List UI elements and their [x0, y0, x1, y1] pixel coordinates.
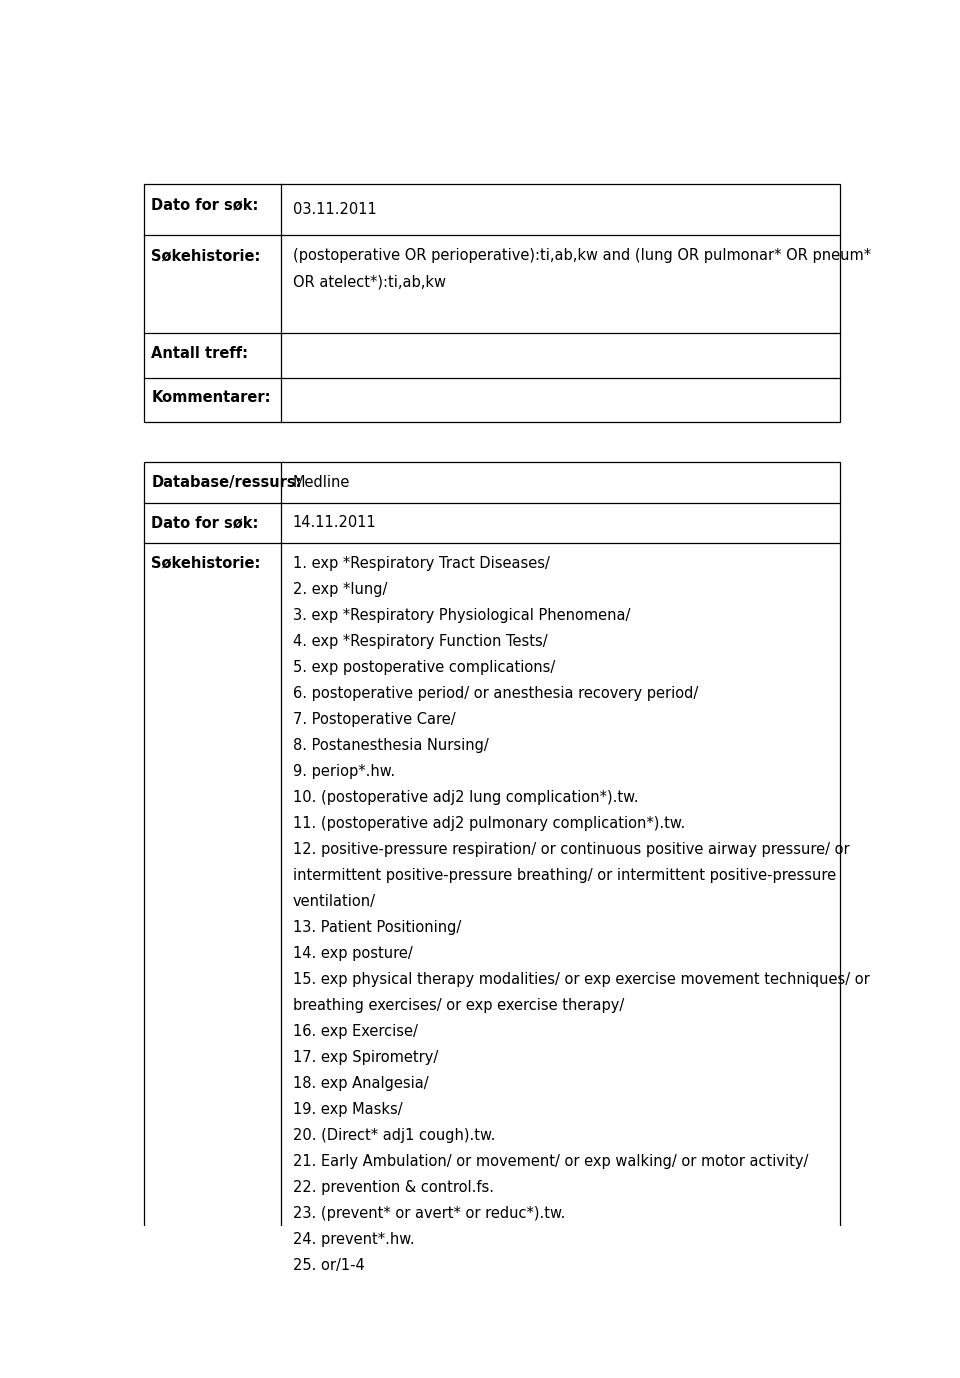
Text: 3. exp *Respiratory Physiological Phenomena/: 3. exp *Respiratory Physiological Phenom… — [293, 608, 630, 623]
Text: 9. periop*.hw.: 9. periop*.hw. — [293, 763, 395, 779]
Text: 21. Early Ambulation/ or movement/ or exp walking/ or motor activity/: 21. Early Ambulation/ or movement/ or ex… — [293, 1153, 808, 1169]
Text: 24. prevent*.hw.: 24. prevent*.hw. — [293, 1232, 414, 1247]
Text: 22. prevention & control.fs.: 22. prevention & control.fs. — [293, 1180, 493, 1195]
Text: 4. exp *Respiratory Function Tests/: 4. exp *Respiratory Function Tests/ — [293, 634, 547, 649]
Text: OR atelect*):ti,ab,kw: OR atelect*):ti,ab,kw — [293, 274, 445, 289]
Text: Database/ressurs:: Database/ressurs: — [152, 475, 301, 491]
Text: 25. or/1-4: 25. or/1-4 — [293, 1258, 365, 1273]
Text: 5. exp postoperative complications/: 5. exp postoperative complications/ — [293, 660, 555, 675]
Text: 2. exp *lung/: 2. exp *lung/ — [293, 582, 387, 597]
Text: 8. Postanesthesia Nursing/: 8. Postanesthesia Nursing/ — [293, 737, 489, 752]
Text: 14.11.2011: 14.11.2011 — [293, 515, 376, 531]
Text: 03.11.2011: 03.11.2011 — [293, 203, 376, 218]
Text: Dato for søk:: Dato for søk: — [152, 197, 258, 212]
Text: Søkehistorie:: Søkehistorie: — [152, 248, 260, 263]
Text: 14. exp posture/: 14. exp posture/ — [293, 945, 413, 960]
Text: Medline: Medline — [293, 475, 350, 491]
Text: Søkehistorie:: Søkehistorie: — [152, 555, 260, 570]
Text: intermittent positive-pressure breathing/ or intermittent positive-pressure: intermittent positive-pressure breathing… — [293, 868, 836, 883]
Bar — [144, 463, 840, 1297]
Text: breathing exercises/ or exp exercise therapy/: breathing exercises/ or exp exercise the… — [293, 998, 624, 1013]
Text: 18. exp Analgesia/: 18. exp Analgesia/ — [293, 1076, 428, 1091]
Text: 16. exp Exercise/: 16. exp Exercise/ — [293, 1024, 418, 1039]
Text: Kommentarer:: Kommentarer: — [152, 390, 271, 405]
Text: 10. (postoperative adj2 lung complication*).tw.: 10. (postoperative adj2 lung complicatio… — [293, 790, 638, 805]
Bar — [144, 185, 840, 422]
Text: 15. exp physical therapy modalities/ or exp exercise movement techniques/ or: 15. exp physical therapy modalities/ or … — [293, 971, 870, 987]
Text: 11. (postoperative adj2 pulmonary complication*).tw.: 11. (postoperative adj2 pulmonary compli… — [293, 816, 684, 831]
Text: 13. Patient Positioning/: 13. Patient Positioning/ — [293, 919, 461, 934]
Text: 19. exp Masks/: 19. exp Masks/ — [293, 1102, 402, 1116]
Text: Antall treff:: Antall treff: — [152, 346, 249, 361]
Text: 6. postoperative period/ or anesthesia recovery period/: 6. postoperative period/ or anesthesia r… — [293, 686, 698, 701]
Text: 1. exp *Respiratory Tract Diseases/: 1. exp *Respiratory Tract Diseases/ — [293, 555, 549, 570]
Text: ventilation/: ventilation/ — [293, 894, 375, 908]
Text: (postoperative OR perioperative):ti,ab,kw and (lung OR pulmonar* OR pneum*: (postoperative OR perioperative):ti,ab,k… — [293, 248, 871, 263]
Text: Dato for søk:: Dato for søk: — [152, 515, 258, 531]
Text: 23. (prevent* or avert* or reduc*).tw.: 23. (prevent* or avert* or reduc*).tw. — [293, 1206, 565, 1221]
Text: 12. positive-pressure respiration/ or continuous positive airway pressure/ or: 12. positive-pressure respiration/ or co… — [293, 842, 850, 857]
Text: 7. Postoperative Care/: 7. Postoperative Care/ — [293, 712, 455, 726]
Text: 20. (Direct* adj1 cough).tw.: 20. (Direct* adj1 cough).tw. — [293, 1127, 495, 1142]
Text: 17. exp Spirometry/: 17. exp Spirometry/ — [293, 1050, 438, 1065]
